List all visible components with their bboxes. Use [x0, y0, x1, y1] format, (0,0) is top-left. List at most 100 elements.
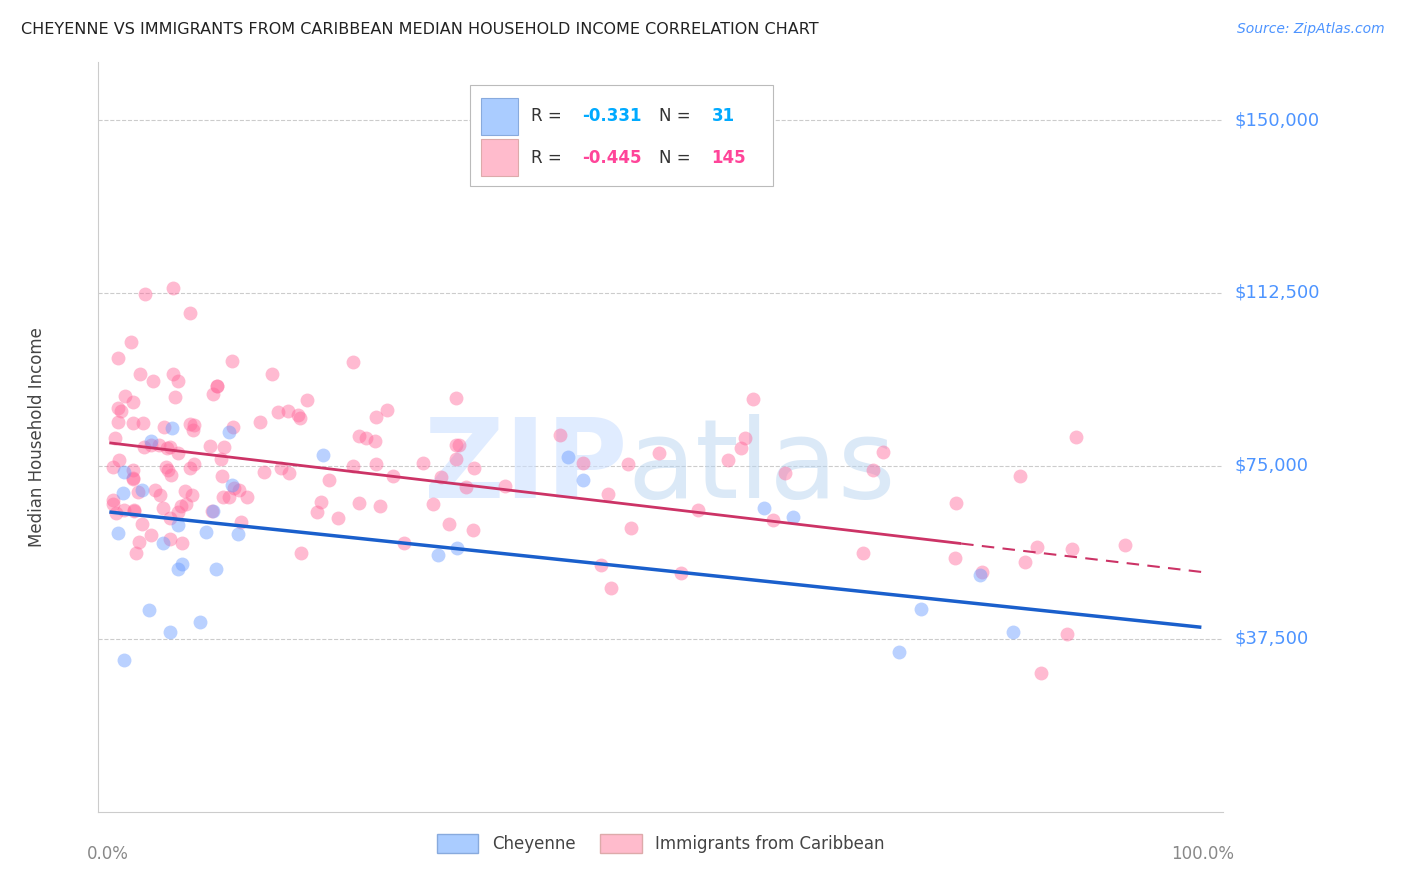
Point [852, 546, 875, 560]
Point [104, 431, 127, 445]
Point [212, 490, 235, 504]
Point [1014, 555, 1036, 569]
Point [591, 558, 613, 573]
Point [447, 438, 470, 452]
Point [235, 490, 257, 504]
Text: ZIP: ZIP [423, 414, 627, 521]
Point [226, 527, 249, 541]
Point [152, 501, 174, 516]
Text: 100.0%: 100.0% [1171, 846, 1234, 863]
Point [1002, 624, 1025, 639]
Point [347, 496, 370, 510]
Point [270, 461, 292, 475]
Point [287, 408, 309, 422]
Point [122, 395, 145, 409]
Point [773, 466, 796, 480]
Point [166, 505, 188, 519]
Point [155, 441, 177, 455]
Point [1114, 538, 1136, 552]
Point [1056, 627, 1078, 641]
Point [122, 504, 145, 518]
Point [277, 404, 299, 418]
Bar [481, 97, 517, 135]
Point [444, 451, 467, 466]
Point [454, 480, 477, 494]
Point [107, 415, 129, 429]
Point [290, 546, 312, 560]
Point [218, 425, 240, 439]
Point [166, 445, 188, 459]
Point [183, 457, 205, 471]
Point [148, 438, 170, 452]
Point [463, 461, 485, 475]
Point [160, 421, 183, 435]
Point [326, 511, 349, 525]
Point [166, 518, 188, 533]
Point [112, 486, 135, 500]
Point [181, 488, 204, 502]
Point [160, 467, 183, 482]
Point [174, 497, 197, 511]
Point [201, 504, 224, 518]
Point [249, 416, 271, 430]
Point [742, 392, 765, 407]
Point [221, 478, 243, 492]
Legend: Cheyenne, Immigrants from Caribbean: Cheyenne, Immigrants from Caribbean [430, 827, 891, 860]
Point [209, 451, 232, 466]
Point [222, 420, 245, 434]
Point [120, 334, 142, 349]
Point [969, 568, 991, 582]
Point [204, 562, 226, 576]
Point [134, 287, 156, 301]
Text: $112,500: $112,500 [1234, 284, 1320, 302]
Text: $150,000: $150,000 [1234, 112, 1319, 129]
Point [342, 355, 364, 369]
Point [103, 493, 125, 508]
Point [1062, 541, 1084, 556]
Point [910, 602, 932, 616]
Text: -0.445: -0.445 [582, 149, 641, 167]
Point [194, 524, 217, 539]
Point [152, 535, 174, 549]
Text: 31: 31 [711, 107, 734, 126]
Point [104, 506, 127, 520]
Point [159, 532, 181, 546]
Point [686, 503, 709, 517]
Point [179, 461, 201, 475]
Point [364, 434, 387, 448]
Point [1025, 540, 1047, 554]
Point [156, 463, 179, 477]
Point [131, 483, 153, 498]
Point [139, 434, 162, 448]
Point [288, 411, 311, 425]
Point [165, 390, 187, 404]
Point [253, 465, 276, 479]
Point [375, 403, 398, 417]
Point [159, 625, 181, 640]
Point [129, 367, 152, 381]
Point [162, 367, 184, 381]
Text: 145: 145 [711, 149, 747, 167]
Point [170, 499, 193, 513]
Point [200, 439, 222, 453]
Point [142, 374, 165, 388]
Point [181, 423, 204, 437]
Point [107, 401, 129, 415]
Point [717, 453, 740, 467]
Point [970, 565, 993, 579]
Point [782, 509, 804, 524]
Point [620, 521, 643, 535]
Point [139, 437, 162, 451]
Point [437, 517, 460, 532]
Point [571, 473, 593, 487]
Point [132, 416, 155, 430]
Point [112, 653, 135, 667]
Text: atlas: atlas [627, 414, 896, 521]
Point [427, 549, 450, 563]
Point [167, 374, 190, 388]
Point [201, 503, 224, 517]
Text: Source: ZipAtlas.com: Source: ZipAtlas.com [1237, 22, 1385, 37]
Text: Median Household Income: Median Household Income [28, 327, 45, 547]
Point [366, 410, 388, 425]
Point [446, 437, 468, 451]
